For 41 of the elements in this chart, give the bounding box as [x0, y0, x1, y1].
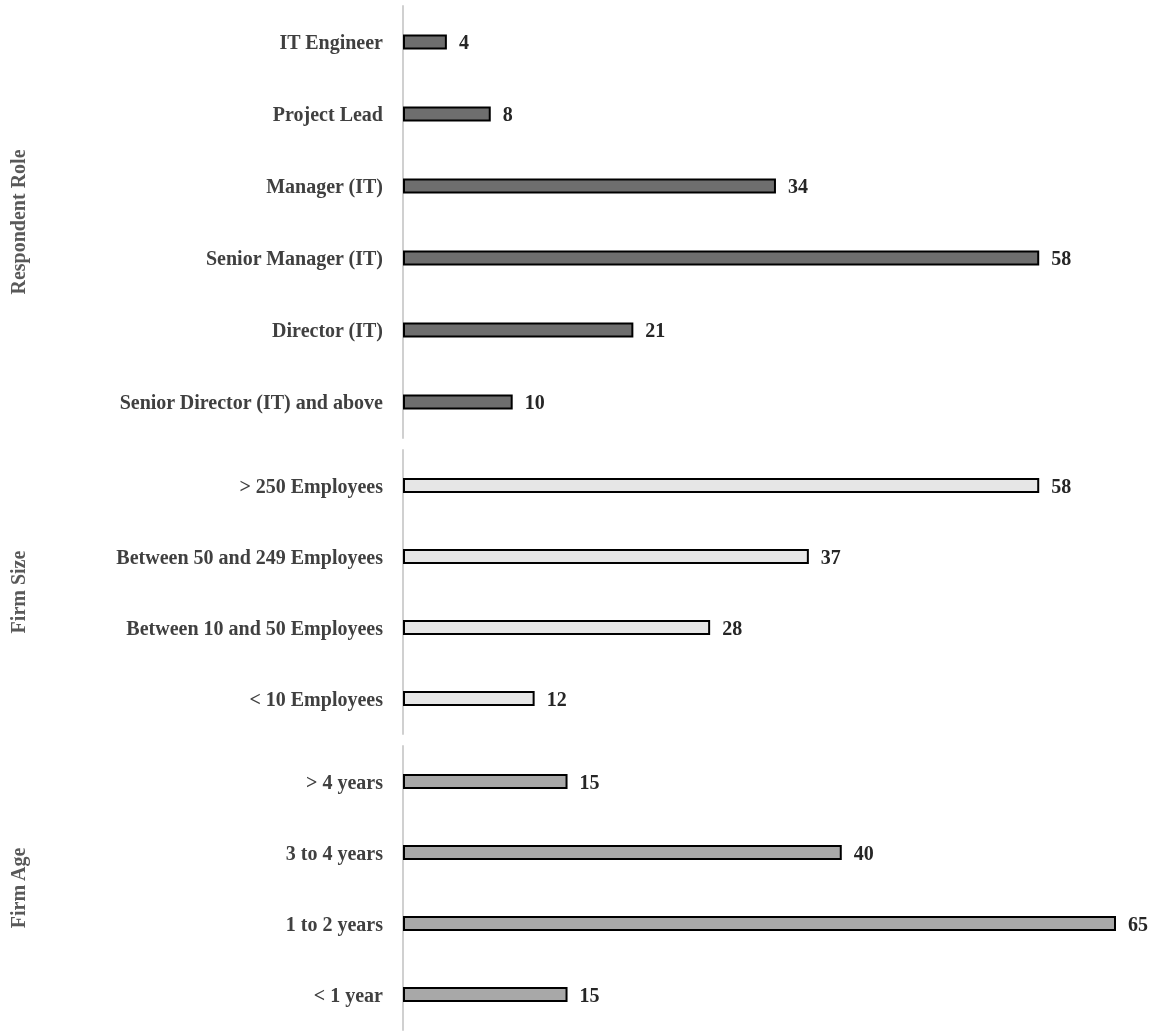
y-tick-label: Director (IT) [272, 319, 383, 342]
bar [403, 478, 1040, 493]
y-tick-label: Between 50 and 249 Employees [116, 545, 384, 569]
data-label: 15 [579, 983, 600, 1006]
y-tick-label: 1 to 2 years [285, 912, 384, 936]
y-axis-title: Respondent Role [7, 149, 30, 295]
data-label: 58 [1051, 474, 1072, 497]
y-tick-label: Manager (IT) [266, 175, 383, 198]
bar [403, 394, 513, 410]
data-label: 28 [722, 616, 743, 639]
bar [403, 322, 634, 338]
data-label: 21 [645, 319, 666, 341]
y-tick-label: > 250 Employees [239, 474, 384, 498]
bar [403, 620, 711, 635]
y-tick-label: Project Lead [272, 103, 383, 126]
y-tick-label: IT Engineer [279, 31, 384, 54]
data-label: 65 [1128, 912, 1148, 935]
y-axis-title: Firm Size [7, 550, 29, 634]
y-tick-label: 3 to 4 years [285, 841, 384, 865]
data-label: 37 [820, 545, 841, 568]
data-label: 4 [458, 31, 469, 53]
data-label: 12 [546, 687, 567, 710]
bar [403, 549, 809, 564]
y-tick-label: Senior Manager (IT) [205, 247, 383, 270]
y-tick-label: Senior Director (IT) and above [119, 391, 384, 414]
y-tick-label: Between 10 and 50 Employees [126, 616, 384, 640]
bar [403, 250, 1040, 266]
bar [403, 178, 776, 194]
data-label: 58 [1051, 247, 1072, 269]
bar [403, 34, 447, 50]
y-tick-label: < 10 Employees [249, 687, 384, 711]
bar [403, 691, 535, 706]
y-tick-label: > 4 years [306, 770, 384, 794]
data-label: 15 [579, 770, 600, 793]
data-label: 10 [524, 391, 545, 413]
data-label: 34 [787, 175, 808, 197]
bar [403, 106, 491, 122]
y-tick-label: < 1 year [313, 983, 384, 1007]
data-label: 8 [502, 103, 513, 125]
data-label: 40 [853, 841, 874, 864]
y-axis-title: Firm Age [7, 847, 30, 929]
